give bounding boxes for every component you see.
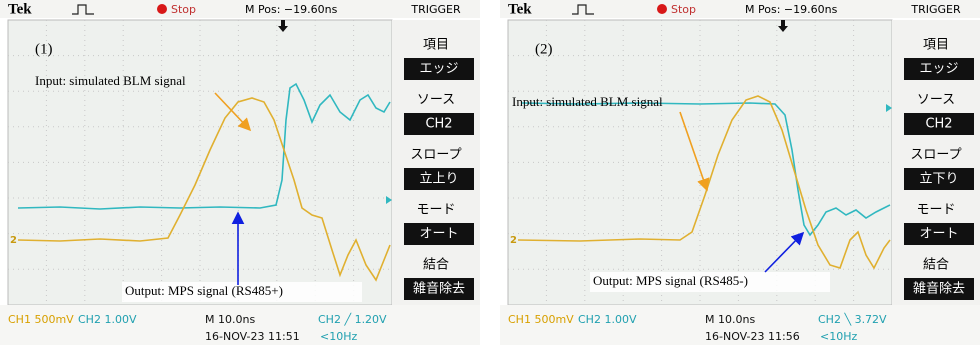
input-annotation: Input: simulated BLM signal	[35, 73, 186, 88]
menu-value: 雑音除去	[413, 281, 465, 297]
status-timebase: M 10.0ns	[705, 313, 755, 326]
status-ch1: CH1 500mV	[8, 313, 74, 326]
menu-value: オート	[419, 227, 458, 242]
menu-value: エッジ	[919, 62, 958, 77]
screen	[8, 20, 392, 305]
status: Stop	[671, 3, 696, 16]
figure: Tek Stop M Pos: −19.60ns TRIGGER 2 (1) Input: …	[0, 0, 980, 345]
menu-heading: ソース	[417, 93, 455, 108]
status-freq: <10Hz	[820, 330, 857, 343]
stop-dot	[657, 4, 667, 14]
output-annotation: Output: MPS signal (RS485-)	[593, 273, 748, 288]
channel-marker: 2	[10, 235, 17, 246]
menu-value: 立上り	[419, 172, 458, 187]
menu-value: オート	[919, 227, 958, 242]
panel-label: (2)	[535, 41, 553, 57]
top-bar	[500, 0, 980, 18]
position: M Pos: −19.60ns	[745, 3, 838, 16]
position: M Pos: −19.60ns	[245, 3, 338, 16]
menu-heading: ソース	[917, 93, 955, 108]
status-trigger: CH2 ╱ 1.20V	[318, 312, 387, 326]
menu-title: TRIGGER	[410, 3, 461, 16]
input-annotation: Input: simulated BLM signal	[512, 94, 663, 109]
menu-value: エッジ	[419, 62, 458, 77]
menu-value: CH2	[425, 117, 452, 132]
channel-marker: 2	[510, 235, 517, 246]
status-date: 16-NOV-23 11:56	[705, 330, 800, 343]
menu-heading: スロープ	[910, 148, 961, 163]
status-date: 16-NOV-23 11:51	[205, 330, 300, 343]
panel-label: (1)	[35, 41, 53, 57]
scope-panel: Tek Stop M Pos: −19.60ns TRIGGER 2 (1) Input: …	[0, 0, 480, 345]
status-ch2: CH2 1.00V	[78, 313, 137, 326]
stop-dot	[157, 4, 167, 14]
brand: Tek	[508, 1, 532, 17]
screen	[508, 20, 892, 305]
menu-value: CH2	[925, 117, 952, 132]
menu-heading: モード	[416, 203, 455, 218]
menu-heading: スロープ	[410, 148, 461, 163]
menu-value: 雑音除去	[913, 281, 965, 297]
output-annotation: Output: MPS signal (RS485+)	[125, 283, 283, 298]
brand: Tek	[8, 1, 32, 17]
scope-panel: Tek Stop M Pos: −19.60ns TRIGGER 2 (2) Input: …	[500, 0, 980, 345]
status-timebase: M 10.0ns	[205, 313, 255, 326]
menu-heading: 項目	[923, 38, 949, 53]
menu-value: 立下り	[919, 172, 958, 187]
status-ch1: CH1 500mV	[508, 313, 574, 326]
status-ch2: CH2 1.00V	[578, 313, 637, 326]
menu-heading: モード	[916, 203, 955, 218]
top-bar	[0, 0, 480, 18]
status-trigger: CH2 ╲ 3.72V	[818, 312, 887, 326]
menu-heading: 結合	[423, 258, 449, 273]
menu-title: TRIGGER	[910, 3, 961, 16]
status: Stop	[171, 3, 196, 16]
menu-heading: 項目	[423, 38, 449, 53]
status-freq: <10Hz	[320, 330, 357, 343]
menu-heading: 結合	[923, 258, 949, 273]
